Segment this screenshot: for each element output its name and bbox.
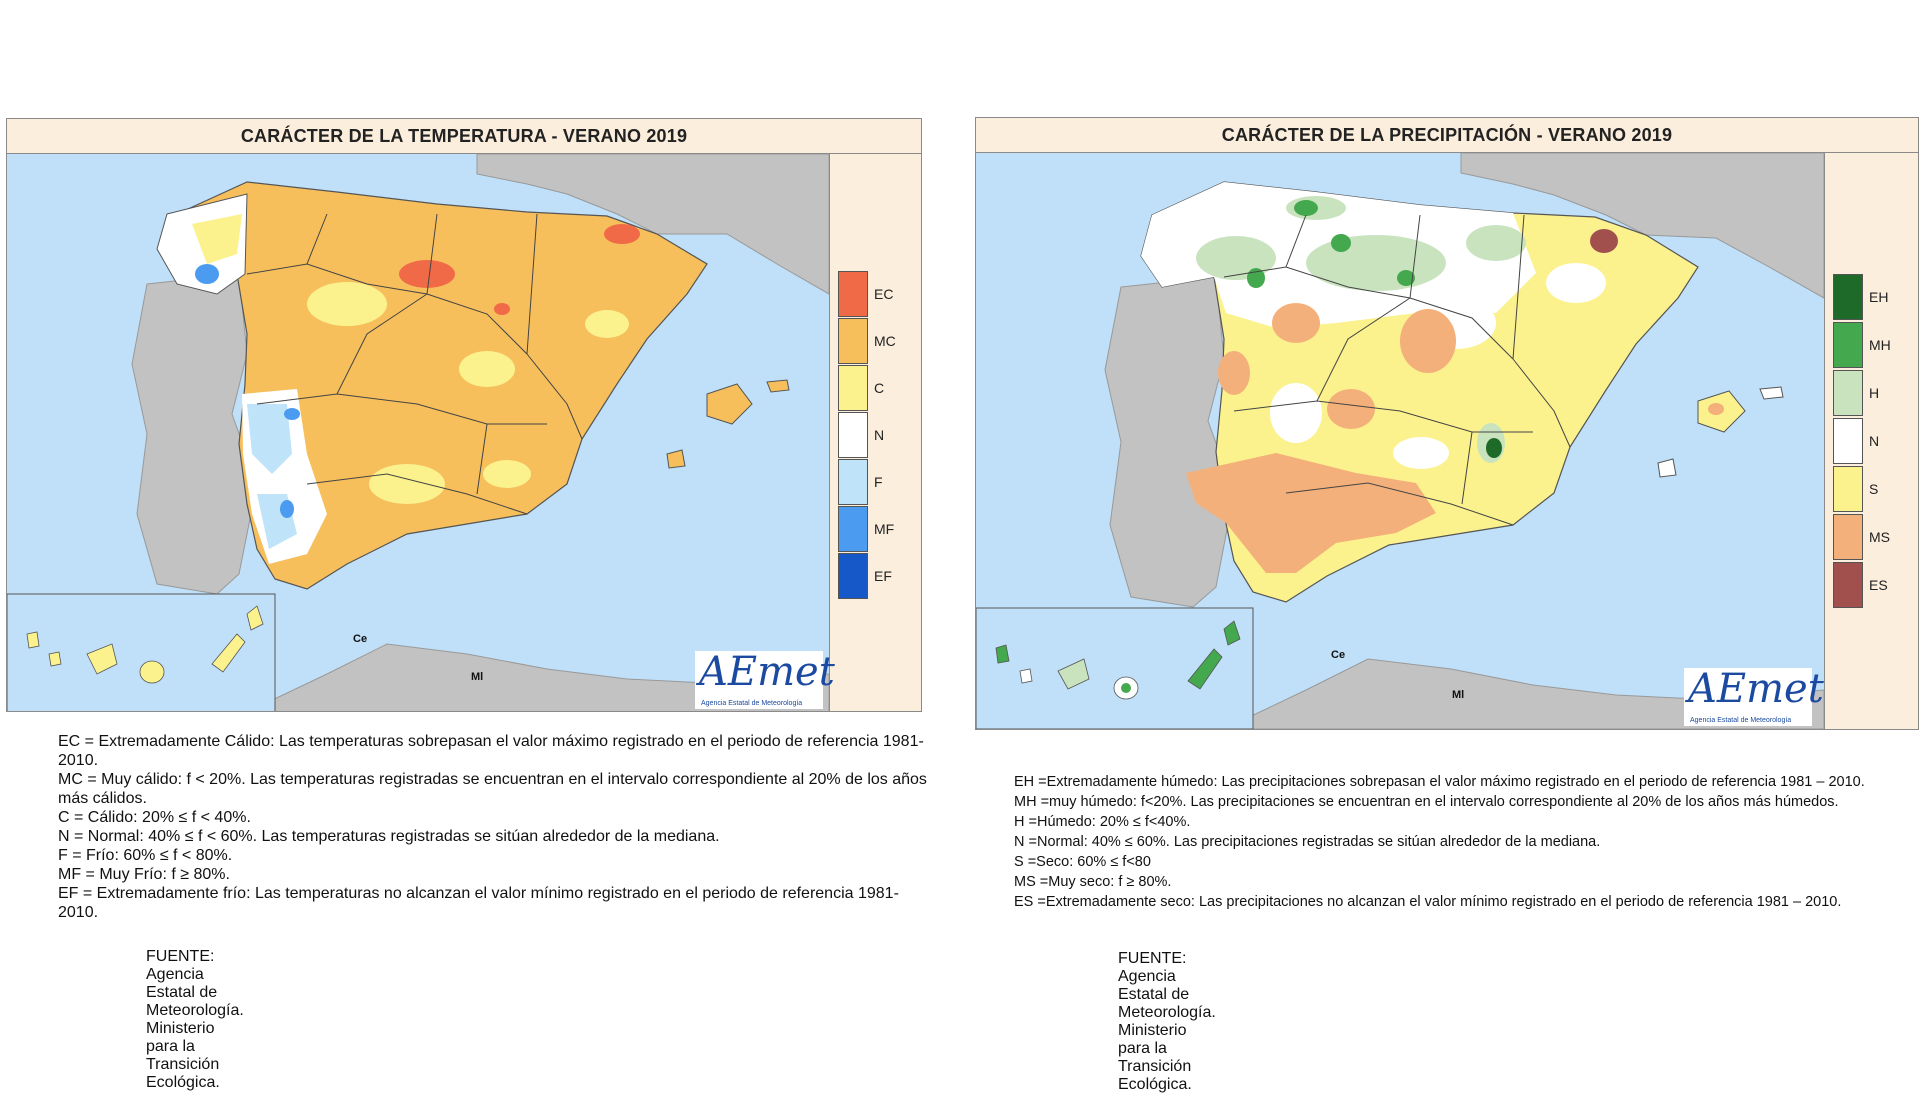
precipitation-definitions: EH =Extremadamente húmedo: Las precipita… [1014, 772, 1914, 912]
legend-swatch-n [838, 412, 868, 458]
legend-label-h: H [1869, 385, 1880, 401]
temperature-definitions: EC = Extremadamente Cálido: Las temperat… [58, 732, 928, 922]
aemet-logo: AEmet Agencia Estatal de Meteorología [1684, 666, 1824, 726]
definition-eh: EH =Extremadamente húmedo: Las precipita… [1014, 774, 1865, 790]
legend-swatch-mh [1833, 322, 1863, 368]
temperature-legend: EC MC C N F MF EF [829, 154, 921, 711]
legend-label-mc: MC [874, 333, 896, 349]
legend-label-c: C [874, 380, 885, 396]
ceuta-label: Ce [1331, 649, 1345, 661]
legend-label-mh: MH [1869, 337, 1891, 353]
definition-c: C = Cálido: 20% ≤ f < 40%. [58, 809, 251, 826]
aemet-logo-text: AEmet [1688, 666, 1824, 712]
definition-ef: EF = Extremadamente frío: Las temperatur… [58, 885, 899, 921]
legend-swatch-ef [838, 553, 868, 599]
definition-mc: MC = Muy cálido: f < 20%. Las temperatur… [58, 771, 927, 807]
legend-label-ef: EF [874, 568, 892, 584]
precipitation-map-title: CARÁCTER DE LA PRECIPITACIÓN - VERANO 20… [976, 118, 1918, 153]
melilla-label: Ml [471, 671, 483, 683]
legend-swatch-c [838, 365, 868, 411]
definition-n: N =Normal: 40% ≤ 60%. Las precipitacione… [1014, 834, 1601, 850]
aemet-logo: AEmet Agencia Estatal de Meteorología [695, 649, 835, 709]
legend-swatch-h [1833, 370, 1863, 416]
legend-swatch-eh [1833, 274, 1863, 320]
legend-label-mf: MF [874, 521, 895, 537]
legend-label-s: S [1869, 481, 1879, 497]
definition-s: S =Seco: 60% ≤ f<80 [1014, 854, 1151, 870]
definition-ec: EC = Extremadamente Cálido: Las temperat… [58, 733, 924, 769]
precipitation-source: FUENTE: Agencia Estatal de Meteorología.… [1118, 950, 1216, 1093]
aemet-logo-subtitle: Agencia Estatal de Meteorología [1690, 717, 1792, 724]
legend-swatch-s [1833, 466, 1863, 512]
legend-swatch-ec [838, 271, 868, 317]
ceuta-label: Ce [353, 633, 367, 645]
temperature-map-title: CARÁCTER DE LA TEMPERATURA - VERANO 2019 [7, 119, 921, 154]
definition-f: F = Frío: 60% ≤ f < 80%. [58, 847, 233, 864]
temperature-source: FUENTE: Agencia Estatal de Meteorología.… [146, 948, 244, 1091]
legend-label-eh: EH [1869, 289, 1889, 305]
definition-ms: MS =Muy seco: f ≥ 80%. [1014, 874, 1172, 890]
definition-mh: MH =muy húmedo: f<20%. Las precipitacion… [1014, 794, 1839, 810]
legend-label-f: F [874, 474, 883, 490]
temperature-map: CARÁCTER DE LA TEMPERATURA - VERANO 2019 [6, 118, 922, 712]
legend-label-es: ES [1869, 577, 1888, 593]
aemet-logo-subtitle: Agencia Estatal de Meteorología [701, 700, 803, 707]
legend-label-n: N [1869, 433, 1880, 449]
legend-swatch-ms [1833, 514, 1863, 560]
legend-label-n: N [874, 427, 885, 443]
definition-h: H =Húmedo: 20% ≤ f<40%. [1014, 814, 1191, 830]
definition-mf: MF = Muy Frío: f ≥ 80%. [58, 866, 230, 883]
temperature-map-graphic: Ce Ml [7, 154, 829, 711]
definition-n: N = Normal: 40% ≤ f < 60%. Las temperatu… [58, 828, 720, 845]
definition-es: ES =Extremadamente seco: Las precipitaci… [1014, 894, 1842, 910]
legend-swatch-f [838, 459, 868, 505]
precipitation-legend: EH MH H N S MS ES [1824, 153, 1918, 729]
legend-label-ms: MS [1869, 529, 1890, 545]
legend-label-ec: EC [874, 286, 894, 302]
legend-swatch-mf [838, 506, 868, 552]
precipitation-map-graphic: Ce Ml [976, 153, 1824, 729]
precipitation-map: CARÁCTER DE LA PRECIPITACIÓN - VERANO 20… [975, 117, 1919, 730]
aemet-logo-text: AEmet [699, 649, 835, 695]
legend-swatch-mc [838, 318, 868, 364]
legend-swatch-n [1833, 418, 1863, 464]
legend-swatch-es [1833, 562, 1863, 608]
melilla-label: Ml [1452, 689, 1464, 701]
